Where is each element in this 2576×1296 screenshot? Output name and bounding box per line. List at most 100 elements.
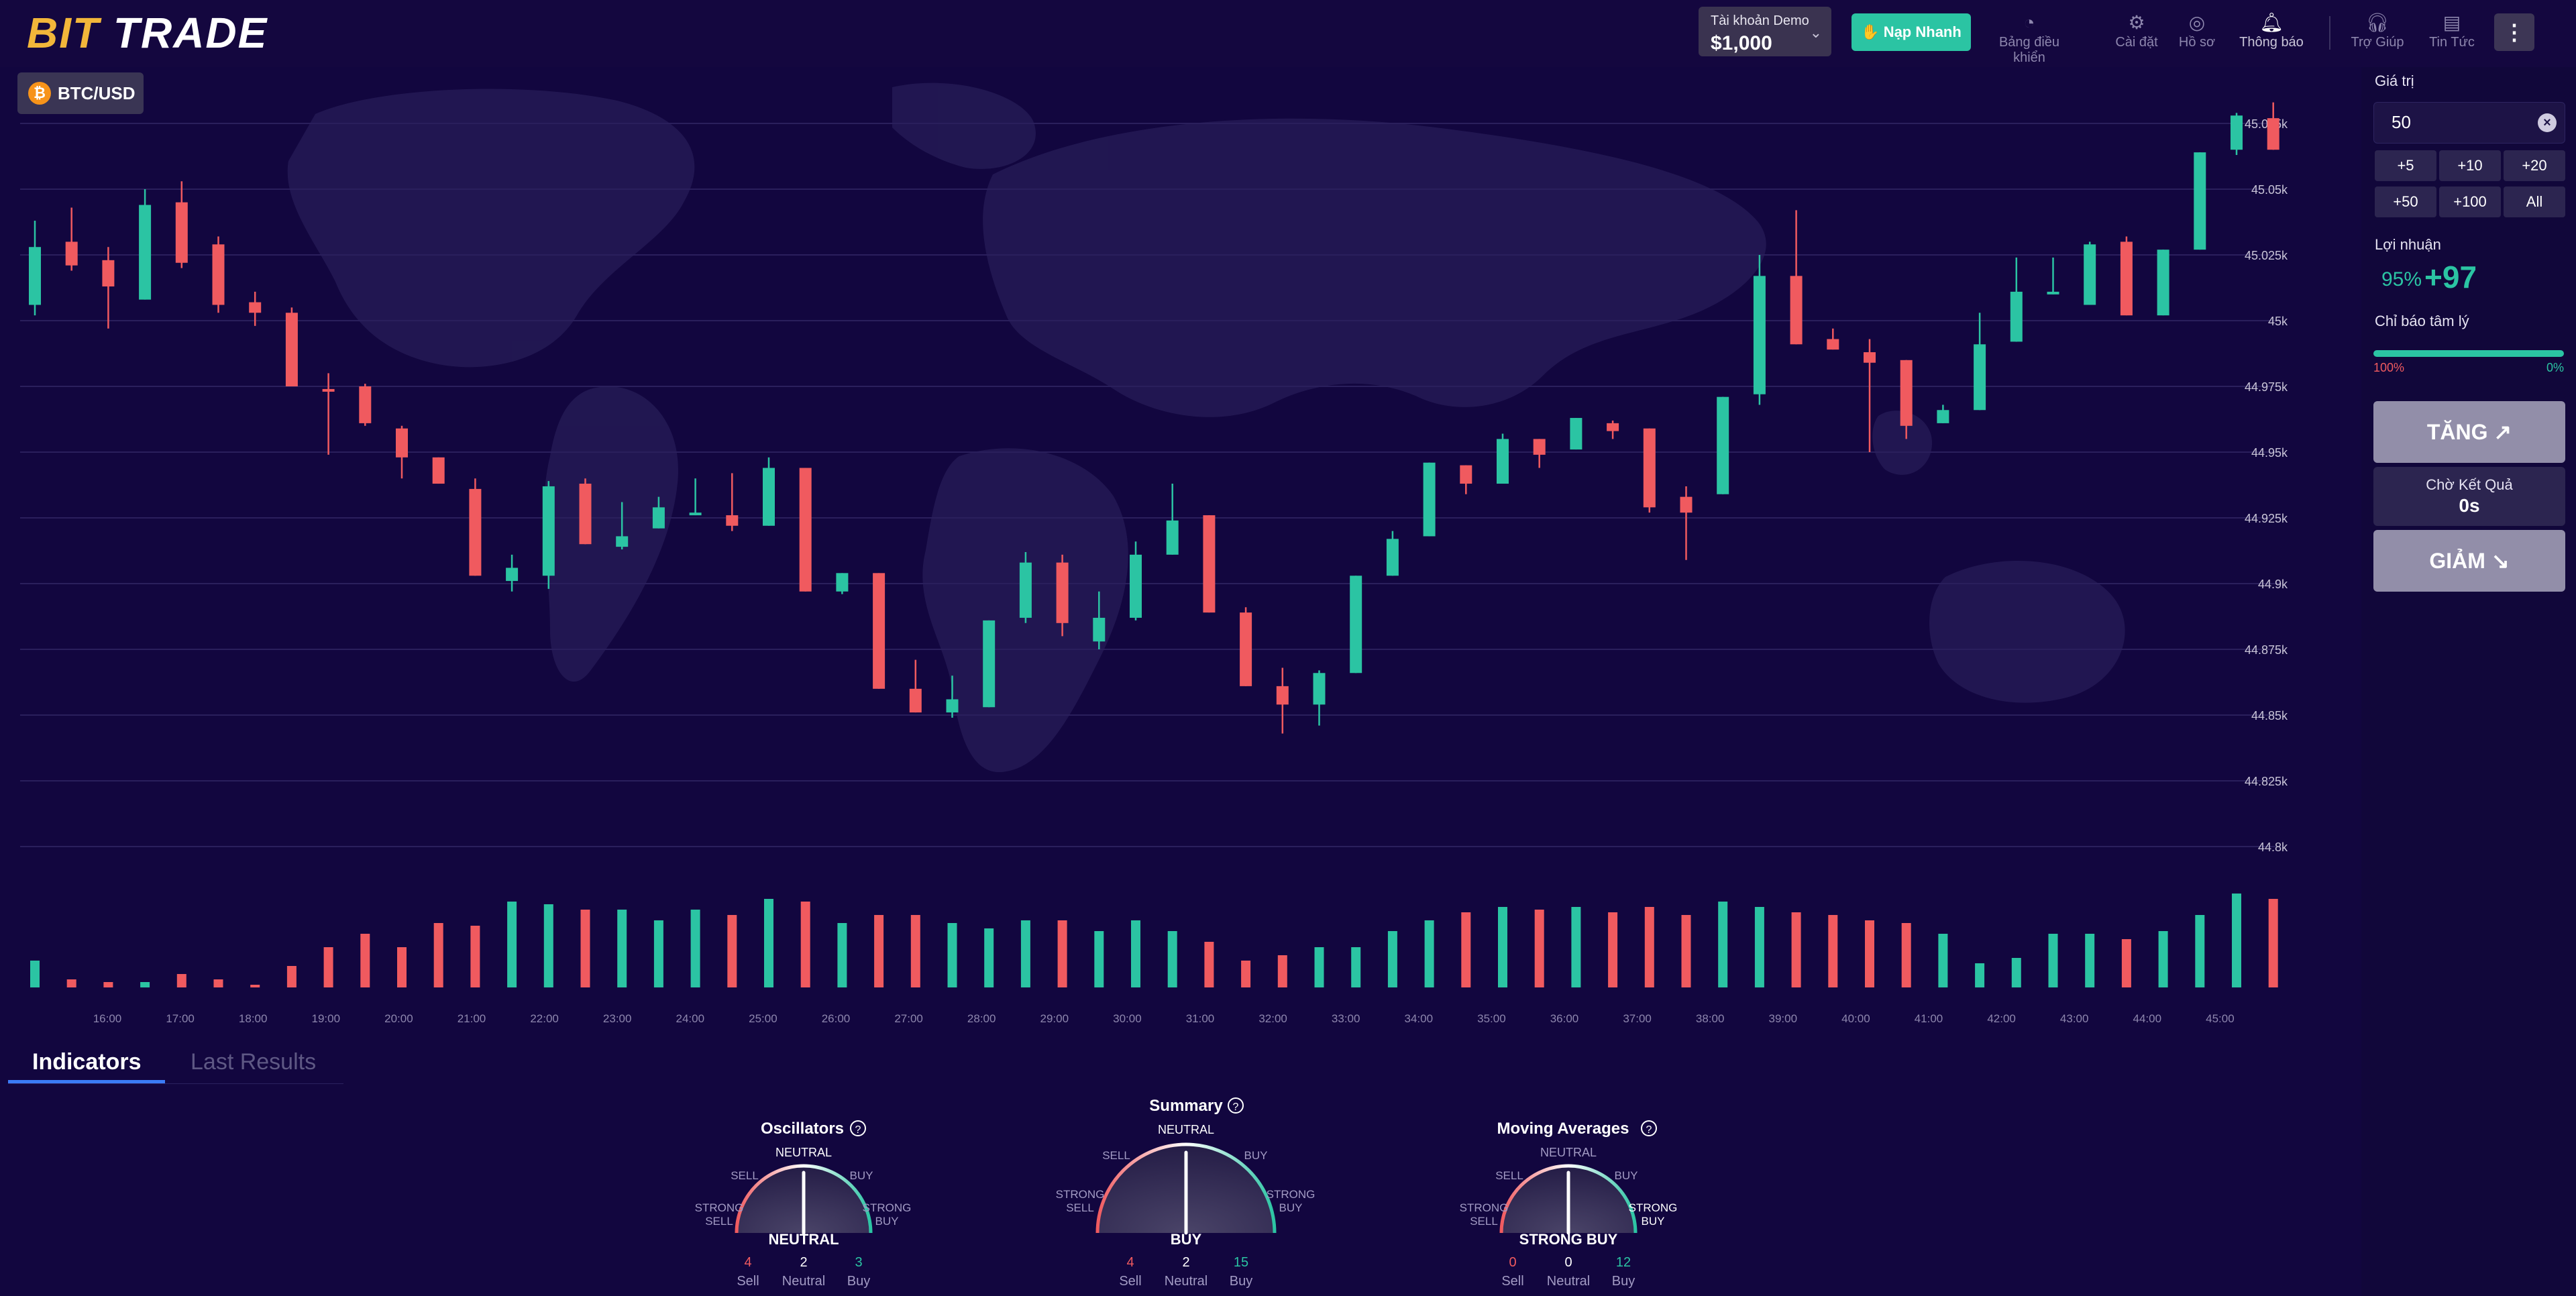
x-tick-label: 18:00	[239, 1012, 268, 1025]
candle-body	[763, 468, 775, 526]
volume-bar	[947, 923, 957, 987]
nav-dashboard-label: Bảng điều khiển	[1998, 35, 2060, 65]
logo[interactable]: BIT TRADE	[27, 9, 268, 56]
candle-body	[1497, 439, 1509, 484]
tab-last-results[interactable]: Last Results	[191, 1049, 317, 1075]
candle	[1753, 255, 1766, 405]
y-tick-label: 44.825k	[2245, 775, 2288, 788]
y-tick-label: 44.925k	[2245, 512, 2288, 525]
gauge-label-strong-sell-1: STRONG	[695, 1201, 744, 1214]
dashboard-icon: ◔	[2023, 12, 2035, 33]
y-tick-label: 45k	[2268, 315, 2288, 328]
profile-icon: ◎	[2188, 12, 2206, 33]
volume-bar	[910, 915, 920, 987]
tab-indicators[interactable]: Indicators	[32, 1049, 142, 1075]
x-tick-label: 36:00	[1550, 1012, 1579, 1025]
y-gridlines	[20, 123, 2281, 847]
asset-selector[interactable]: ₿ BTC/USD	[17, 72, 144, 114]
volume-bar	[1204, 942, 1214, 987]
volume-bar	[1461, 912, 1471, 987]
gauge-label-strong-buy-1: STRONG	[863, 1201, 912, 1214]
candle-body	[1240, 612, 1252, 686]
more-menu-button[interactable]: ⋮	[2494, 13, 2534, 51]
volume-bar	[176, 974, 186, 987]
candle-body	[396, 428, 408, 457]
moving-averages-title: Moving Averages	[1497, 1120, 1629, 1138]
candle-body	[432, 457, 445, 484]
price-chart[interactable]: 45.075k 45.05k 45.025k 45k 44.975k 44.95k 44.9…	[0, 67, 2294, 1033]
candle-body	[65, 241, 78, 266]
gauge-label-neutral: NEUTRAL	[1158, 1123, 1214, 1136]
quick-add-100-button[interactable]: +100	[2439, 186, 2501, 217]
candle-body	[1276, 686, 1289, 705]
quick-add-5-button[interactable]: +5	[2375, 150, 2436, 181]
candle-body	[2157, 250, 2169, 316]
nav-divider	[2329, 16, 2330, 50]
x-tick-label: 35:00	[1477, 1012, 1506, 1025]
candle	[2157, 250, 2169, 316]
quick-add-all-button[interactable]: All	[2504, 186, 2565, 217]
nav-settings[interactable]: ⚙ Cài đặt	[2108, 11, 2165, 58]
volume-bar	[2232, 894, 2241, 987]
summary-neutral-count: 2	[1182, 1255, 1189, 1270]
candle-body	[652, 507, 665, 529]
candle	[1350, 576, 1362, 673]
x-tick-label: 32:00	[1258, 1012, 1287, 1025]
x-tick-label: 45:00	[2206, 1012, 2235, 1025]
candle	[1313, 670, 1326, 726]
quick-add-20-button[interactable]: +20	[2504, 150, 2565, 181]
volume-bar	[1020, 920, 1030, 987]
candle	[1607, 420, 1619, 439]
up-button[interactable]: TĂNG ↗	[2373, 401, 2565, 463]
moving-averages-sell-count: 0	[1509, 1255, 1516, 1270]
candle	[542, 481, 555, 589]
candle	[1643, 428, 1656, 513]
candle	[1533, 439, 1546, 468]
gauge-label-strong-sell-2: SELL	[705, 1215, 733, 1228]
oscillators-verdict: NEUTRAL	[768, 1231, 839, 1248]
candle	[285, 307, 298, 386]
nav-dashboard[interactable]: ◔ Bảng điều khiển	[1986, 11, 2073, 65]
profit-percent: 95%	[2381, 268, 2422, 290]
volume-bar	[1791, 912, 1801, 987]
candle	[1166, 484, 1179, 555]
demo-account-selector[interactable]: Tài khoản Demo $1,000 ⌄	[1699, 7, 1831, 56]
candle	[1680, 486, 1693, 560]
nav-profile[interactable]: ◎ Hồ sơ	[2174, 11, 2220, 58]
nav-notifications[interactable]: 🔔︎ Thông báo	[2234, 11, 2309, 58]
help-icon[interactable]: ?	[1641, 1120, 1657, 1136]
wait-result-label: Chờ Kết Quả	[2426, 476, 2513, 493]
volume-bar	[1167, 931, 1177, 987]
gauge-label-strong-buy-2: BUY	[1279, 1201, 1303, 1214]
volume-bar	[213, 979, 223, 987]
oscillators-sell-count: 4	[744, 1255, 751, 1270]
help-icon[interactable]: ?	[1228, 1097, 1244, 1114]
down-button[interactable]: GIẢM ↘	[2373, 530, 2565, 592]
volume-bar	[286, 966, 297, 987]
x-tick-label: 25:00	[749, 1012, 777, 1025]
clear-icon[interactable]: ×	[2538, 113, 2557, 132]
nav-help[interactable]: 🎧︎ Trợ Giúp	[2344, 11, 2411, 58]
quick-add-10-button[interactable]: +10	[2439, 150, 2501, 181]
candle-body	[359, 386, 372, 423]
volume-bar	[1754, 907, 1764, 987]
candle-body	[616, 536, 629, 547]
deposit-label: Nạp Nhanh	[1883, 23, 1962, 40]
volume-bar	[507, 902, 517, 987]
moving-averages-verdict: STRONG BUY	[1519, 1231, 1618, 1248]
amount-input[interactable]: 50 ×	[2373, 102, 2565, 144]
quick-add-50-button[interactable]: +50	[2375, 186, 2436, 217]
candle	[983, 620, 996, 708]
x-tick-label: 17:00	[166, 1012, 195, 1025]
candle-body	[249, 302, 262, 313]
volume-bar	[1534, 910, 1544, 987]
volume-bar	[800, 902, 810, 987]
nav-news[interactable]: ▤ Tin Tức	[2422, 11, 2482, 58]
volume-bar	[1718, 902, 1728, 987]
candle	[799, 468, 812, 592]
candle	[873, 573, 885, 689]
deposit-button[interactable]: ✋ Nạp Nhanh	[1851, 13, 1971, 51]
help-icon[interactable]: ?	[850, 1120, 866, 1136]
volume-bar	[1057, 920, 1067, 987]
x-tick-label: 19:00	[312, 1012, 341, 1025]
